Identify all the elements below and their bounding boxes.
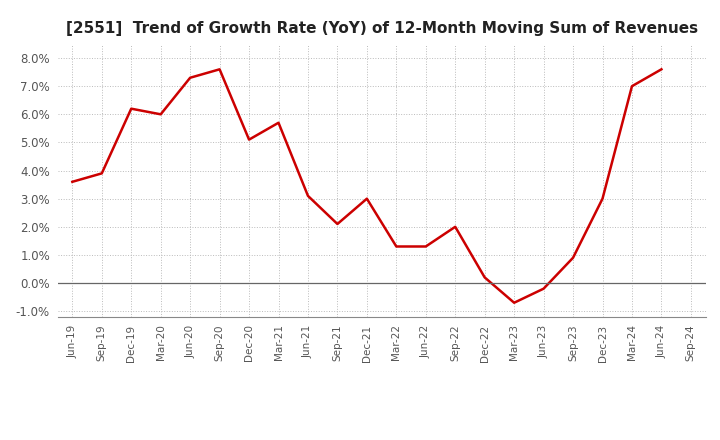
Title: [2551]  Trend of Growth Rate (YoY) of 12-Month Moving Sum of Revenues: [2551] Trend of Growth Rate (YoY) of 12-…: [66, 21, 698, 36]
